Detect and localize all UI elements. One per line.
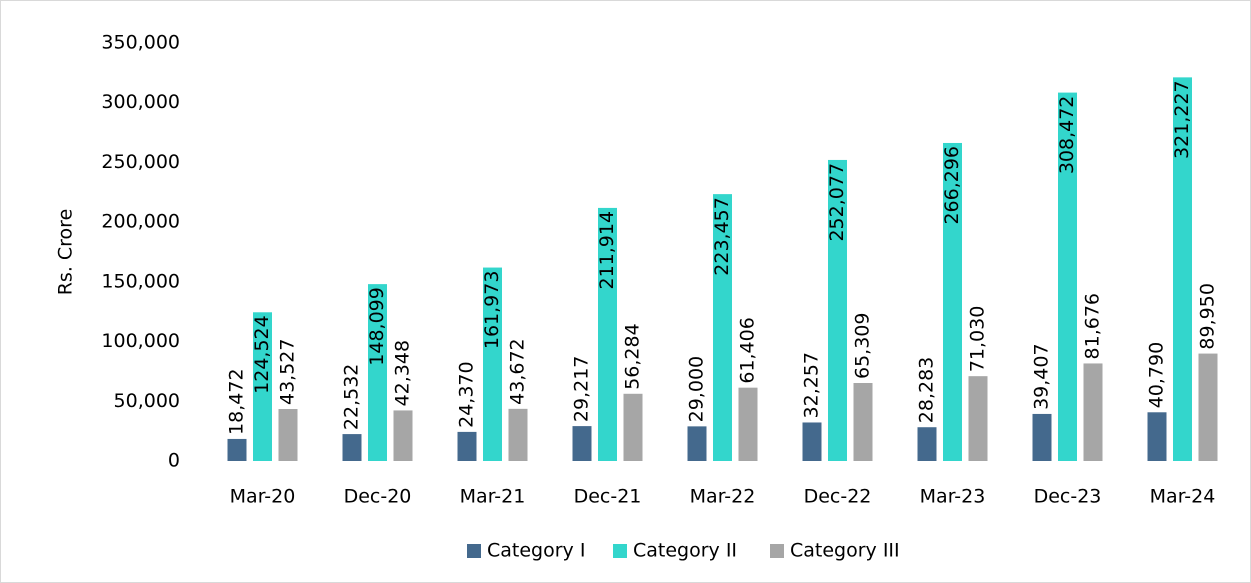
value-label: 22,532: [341, 364, 363, 430]
x-tick-label: Mar-21: [460, 486, 526, 508]
y-axis-title: Rs. Crore: [55, 209, 77, 296]
legend-label: Category III: [790, 540, 900, 562]
value-label: 81,676: [1082, 293, 1104, 359]
x-tick-label: Mar-22: [690, 486, 756, 508]
value-label: 252,077: [826, 163, 848, 242]
x-tick-label: Dec-21: [574, 486, 642, 508]
bar: [917, 427, 937, 461]
bar: [738, 387, 758, 461]
bar: [368, 284, 387, 461]
bar: [1173, 77, 1192, 461]
value-label: 65,309: [852, 313, 874, 379]
y-tick-label: 300,000: [101, 91, 180, 113]
value-label: 124,524: [251, 315, 273, 394]
bar: [1058, 92, 1077, 461]
value-label: 29,000: [686, 356, 708, 422]
bar: [1083, 363, 1103, 461]
value-label: 223,457: [711, 197, 733, 276]
bar: [623, 393, 643, 461]
value-label: 42,348: [392, 340, 414, 406]
value-label: 61,406: [737, 317, 759, 383]
value-label: 28,283: [916, 357, 938, 423]
bar: [1147, 412, 1167, 461]
bar: [828, 159, 847, 461]
y-tick-label: 200,000: [101, 211, 180, 233]
y-tick-label: 100,000: [101, 330, 180, 352]
value-label: 39,407: [1031, 343, 1053, 409]
value-label: 24,370: [456, 361, 478, 427]
bar: [713, 194, 732, 462]
bar: [457, 431, 477, 461]
x-tick-label: Dec-22: [804, 486, 872, 508]
bar: [278, 409, 298, 461]
value-label: 43,527: [277, 339, 299, 405]
value-label: 161,973: [481, 271, 503, 350]
value-label: 211,914: [596, 211, 618, 290]
value-label: 321,227: [1171, 80, 1193, 159]
value-label: 29,217: [571, 356, 593, 422]
x-tick-label: Mar-24: [1150, 486, 1216, 508]
bar: [943, 142, 962, 461]
y-tick-label: 0: [168, 450, 180, 472]
bar: [227, 438, 247, 461]
legend-swatch: [613, 544, 627, 558]
bar: [508, 408, 528, 461]
value-label: 40,790: [1146, 342, 1168, 408]
value-label: 89,950: [1197, 283, 1219, 349]
value-label: 32,257: [801, 352, 823, 418]
value-label: 43,672: [507, 338, 529, 404]
x-tick-label: Mar-23: [920, 486, 986, 508]
bar: [802, 422, 822, 461]
value-label: 56,284: [622, 323, 644, 389]
bar: [598, 207, 617, 461]
value-label: 148,099: [366, 287, 388, 366]
y-tick-label: 250,000: [101, 151, 180, 173]
bar: [1198, 353, 1218, 461]
bar: [572, 426, 592, 461]
bar: [1032, 413, 1052, 461]
bar: [342, 434, 362, 461]
value-label: 71,030: [967, 306, 989, 372]
legend-label: Category I: [487, 540, 585, 562]
bar: [687, 426, 707, 461]
legend-swatch: [770, 544, 784, 558]
bar: [853, 383, 873, 461]
x-tick-label: Dec-23: [1034, 486, 1102, 508]
bar: [483, 267, 502, 461]
value-label: 266,296: [941, 146, 963, 225]
bar: [393, 410, 413, 461]
bar: [253, 312, 272, 461]
x-tick-label: Mar-20: [230, 486, 296, 508]
y-tick-label: 350,000: [101, 32, 180, 54]
legend-label: Category II: [633, 540, 737, 562]
bar: [968, 376, 988, 461]
x-tick-label: Dec-20: [344, 486, 412, 508]
legend-swatch: [467, 544, 481, 558]
value-label: 308,472: [1056, 96, 1078, 175]
value-label: 18,472: [226, 368, 248, 434]
y-tick-label: 150,000: [101, 270, 180, 292]
y-tick-label: 50,000: [114, 390, 180, 412]
